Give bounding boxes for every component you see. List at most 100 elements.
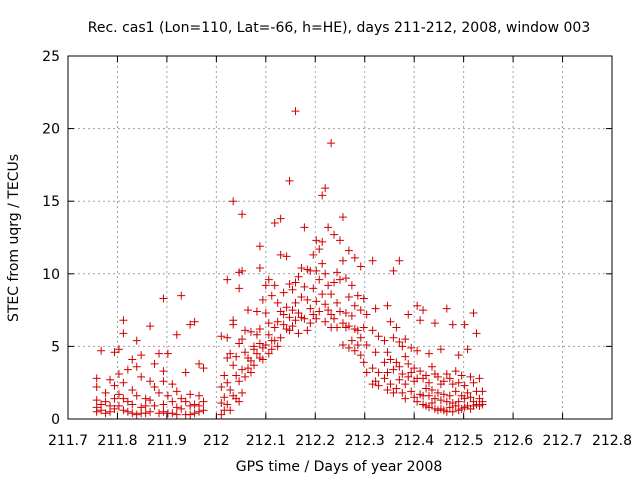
data-point bbox=[451, 387, 460, 396]
data-point bbox=[463, 388, 472, 397]
data-point bbox=[353, 326, 362, 335]
data-point bbox=[398, 342, 407, 351]
y-tick-label: 15 bbox=[42, 194, 60, 210]
data-point bbox=[407, 343, 416, 352]
data-point bbox=[353, 340, 362, 349]
data-point bbox=[172, 410, 181, 419]
data-point bbox=[177, 291, 186, 300]
data-point bbox=[119, 316, 128, 325]
data-point bbox=[279, 288, 288, 297]
plot-frame bbox=[67, 55, 613, 420]
data-point bbox=[217, 332, 226, 341]
grid-lines bbox=[68, 56, 612, 419]
data-point bbox=[114, 345, 123, 354]
data-point bbox=[347, 281, 356, 290]
data-point bbox=[448, 320, 457, 329]
data-point bbox=[306, 304, 315, 313]
data-point bbox=[246, 368, 255, 377]
data-point bbox=[344, 322, 353, 331]
data-point bbox=[270, 281, 279, 290]
data-point bbox=[338, 340, 347, 349]
data-point bbox=[238, 210, 247, 219]
y-tick-label: 5 bbox=[51, 339, 60, 355]
data-point bbox=[425, 403, 434, 412]
data-point bbox=[92, 396, 101, 405]
data-point bbox=[264, 330, 273, 339]
data-point bbox=[439, 377, 448, 386]
data-point bbox=[374, 368, 383, 377]
data-point bbox=[101, 388, 110, 397]
data-point bbox=[168, 409, 177, 418]
data-point bbox=[330, 314, 339, 323]
data-point bbox=[229, 361, 238, 370]
data-point bbox=[315, 275, 324, 284]
data-point bbox=[128, 385, 137, 394]
data-point bbox=[374, 381, 383, 390]
data-point bbox=[436, 396, 445, 405]
data-point bbox=[190, 400, 199, 409]
x-tick-label: 212.6 bbox=[493, 433, 533, 449]
data-point bbox=[291, 298, 300, 307]
data-point bbox=[344, 246, 353, 255]
data-point bbox=[177, 404, 186, 413]
data-point bbox=[172, 387, 181, 396]
data-point bbox=[110, 404, 119, 413]
data-point bbox=[362, 340, 371, 349]
data-point bbox=[226, 385, 235, 394]
data-point bbox=[244, 306, 253, 315]
data-point bbox=[128, 400, 137, 409]
data-point bbox=[267, 291, 276, 300]
data-point bbox=[404, 310, 413, 319]
data-point bbox=[270, 323, 279, 332]
data-point bbox=[146, 377, 155, 386]
data-point bbox=[137, 372, 146, 381]
data-point bbox=[422, 384, 431, 393]
data-point bbox=[395, 362, 404, 371]
data-point bbox=[413, 397, 422, 406]
data-point bbox=[383, 301, 392, 310]
data-point bbox=[270, 218, 279, 227]
data-point bbox=[344, 343, 353, 352]
data-point bbox=[371, 348, 380, 357]
data-point bbox=[181, 397, 190, 406]
data-point bbox=[350, 301, 359, 310]
data-point bbox=[318, 191, 327, 200]
data-point bbox=[150, 383, 159, 392]
data-point bbox=[395, 338, 404, 347]
data-point bbox=[445, 391, 454, 400]
y-tick-labels: 0 5 10 15 20 25 bbox=[42, 49, 60, 428]
data-point bbox=[457, 371, 466, 380]
data-point bbox=[276, 333, 285, 342]
data-point bbox=[285, 279, 294, 288]
data-point bbox=[300, 282, 309, 291]
data-point bbox=[368, 364, 377, 373]
data-point bbox=[282, 252, 291, 261]
data-point bbox=[92, 407, 101, 416]
data-point bbox=[294, 329, 303, 338]
data-point bbox=[466, 372, 475, 381]
y-tick-label: 20 bbox=[42, 122, 60, 138]
data-point bbox=[255, 263, 264, 272]
data-point bbox=[255, 242, 264, 251]
data-point bbox=[401, 335, 410, 344]
data-point bbox=[442, 397, 451, 406]
data-point bbox=[226, 349, 235, 358]
data-point bbox=[235, 284, 244, 293]
data-point bbox=[154, 409, 163, 418]
data-point bbox=[199, 406, 208, 415]
chart-title: Rec. cas1 (Lon=110, Lat=-66, h=HE), days… bbox=[88, 20, 590, 36]
data-point bbox=[389, 365, 398, 374]
data-point bbox=[312, 266, 321, 275]
data-point bbox=[101, 397, 110, 406]
data-point bbox=[114, 401, 123, 410]
data-point bbox=[110, 381, 119, 390]
data-point bbox=[309, 310, 318, 319]
data-point bbox=[159, 294, 168, 303]
data-point bbox=[261, 281, 270, 290]
data-point bbox=[324, 306, 333, 315]
data-point bbox=[460, 320, 469, 329]
data-point bbox=[223, 354, 232, 363]
data-point bbox=[172, 330, 181, 339]
data-point bbox=[282, 303, 291, 312]
